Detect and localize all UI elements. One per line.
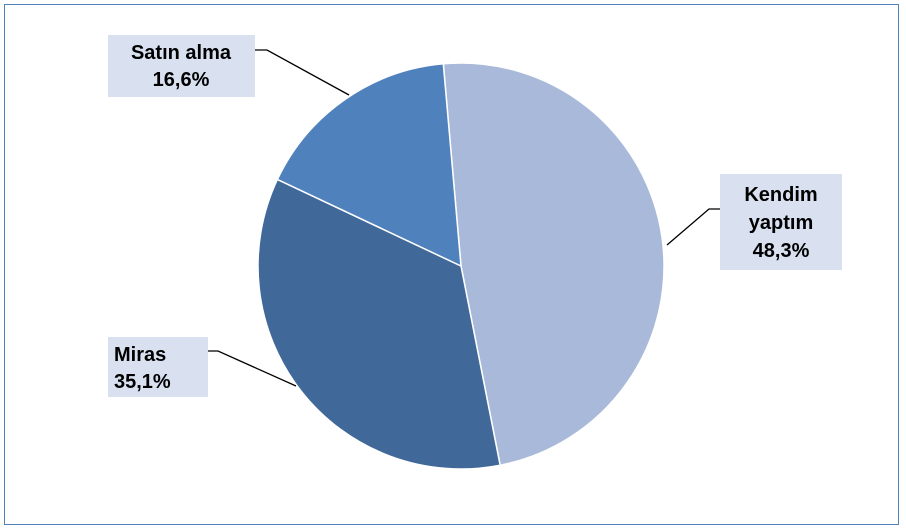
leader-line-kendim-yaptim xyxy=(666,208,720,246)
leader-line-miras xyxy=(208,350,297,387)
data-label-category-miras-1: Miras xyxy=(114,344,166,366)
data-label-box-miras xyxy=(108,337,208,397)
pie-slice-miras xyxy=(257,178,502,470)
leader-line-satin-alma xyxy=(255,49,350,96)
data-label-value-miras: 35,1% xyxy=(114,371,171,393)
chart-frame: Kendim yaptım 48,3% Miras 35,1% Satın alma 16,… xyxy=(4,4,899,525)
data-label-box-satin-alma xyxy=(108,35,255,97)
data-label-value-kendim-yaptim: 48,3% xyxy=(753,240,810,262)
data-label-category-kendim-yaptim-2: yaptım xyxy=(749,212,813,234)
pie-slice-satin-alma xyxy=(276,62,462,268)
pie-chart: Kendim yaptım 48,3% Miras 35,1% Satın alma 16,… xyxy=(108,35,842,470)
data-label-category-satin-alma-1: Satın alma xyxy=(131,42,232,64)
data-label-box-kendim-yaptim xyxy=(720,174,842,270)
pie-slice-kendim-yaptim xyxy=(442,62,665,467)
data-label-value-satin-alma: 16,6% xyxy=(153,69,210,91)
data-label-category-kendim-yaptim-1: Kendim xyxy=(744,184,817,206)
